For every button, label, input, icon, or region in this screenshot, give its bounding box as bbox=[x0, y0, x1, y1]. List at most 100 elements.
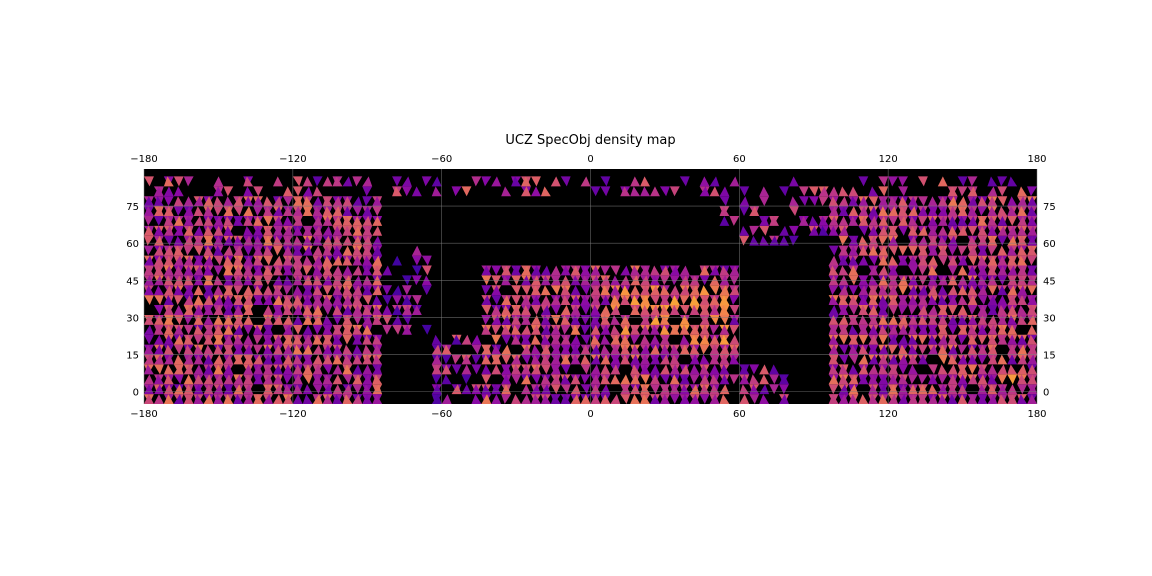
density-cell bbox=[1007, 334, 1018, 345]
density-cell bbox=[362, 255, 373, 266]
density-cell bbox=[540, 285, 551, 296]
density-cell bbox=[243, 216, 254, 226]
density-cell bbox=[263, 225, 273, 236]
density-cell bbox=[431, 394, 442, 404]
density-cell bbox=[203, 394, 214, 404]
density-cell bbox=[203, 285, 214, 296]
density-cell bbox=[838, 206, 849, 216]
density-cell bbox=[868, 285, 879, 296]
density-cell bbox=[540, 354, 551, 365]
density-cell bbox=[322, 324, 333, 335]
density-cell bbox=[431, 364, 442, 375]
density-cell bbox=[362, 225, 373, 236]
density-cell bbox=[1027, 245, 1037, 256]
density-cell bbox=[431, 186, 442, 197]
density-cell bbox=[927, 344, 938, 355]
density-cell bbox=[739, 186, 750, 197]
density-cell bbox=[828, 245, 839, 256]
density-cell bbox=[203, 334, 214, 345]
density-cell bbox=[253, 295, 264, 306]
density-cell bbox=[878, 394, 889, 404]
density-cell bbox=[997, 334, 1008, 345]
density-cell bbox=[511, 354, 522, 365]
density-cell bbox=[977, 334, 988, 345]
density-cell bbox=[382, 265, 393, 276]
density-cell bbox=[431, 344, 442, 355]
density-cell bbox=[372, 265, 383, 276]
density-cell bbox=[808, 225, 819, 236]
density-cell bbox=[997, 265, 1008, 276]
density-cell bbox=[997, 364, 1008, 375]
density-cell bbox=[808, 186, 819, 197]
density-cell bbox=[997, 354, 1008, 365]
density-cell bbox=[749, 206, 760, 216]
density-cell bbox=[729, 305, 740, 315]
density-cell bbox=[987, 354, 998, 365]
density-cell bbox=[144, 225, 154, 236]
density-cell bbox=[600, 176, 611, 187]
density-cell bbox=[917, 334, 928, 345]
density-cell bbox=[193, 206, 204, 216]
density-cell bbox=[927, 225, 938, 236]
density-cell bbox=[233, 344, 244, 355]
density-cell bbox=[987, 225, 998, 236]
density-cell bbox=[243, 324, 254, 335]
density-cell bbox=[392, 314, 402, 325]
density-cell bbox=[530, 354, 541, 365]
density-cell bbox=[272, 176, 283, 187]
density-cell bbox=[312, 384, 323, 395]
density-cell bbox=[312, 374, 323, 385]
density-cell bbox=[223, 245, 234, 256]
density-cell bbox=[203, 245, 214, 256]
density-cell bbox=[421, 176, 432, 187]
grid-lines bbox=[143, 169, 1038, 404]
density-cell bbox=[481, 324, 492, 335]
density-cell bbox=[530, 364, 541, 375]
density-cell bbox=[372, 196, 383, 207]
density-cell bbox=[610, 394, 621, 404]
density-cell bbox=[481, 285, 492, 296]
density-cell bbox=[1017, 394, 1028, 404]
density-cell bbox=[263, 344, 273, 355]
density-cell bbox=[689, 334, 700, 345]
y-tick-label-left: 45 bbox=[126, 276, 139, 287]
density-cell bbox=[888, 285, 899, 296]
density-cell bbox=[213, 176, 224, 187]
density-cell bbox=[630, 176, 641, 187]
density-cell bbox=[461, 374, 472, 385]
density-cell bbox=[342, 206, 353, 216]
density-cell bbox=[213, 354, 224, 365]
density-cell bbox=[650, 265, 660, 276]
density-cell bbox=[878, 245, 889, 256]
density-cell bbox=[679, 314, 690, 325]
density-cell bbox=[451, 354, 462, 365]
density-cell bbox=[868, 196, 879, 207]
density-cell bbox=[650, 295, 660, 306]
density-cell bbox=[729, 285, 740, 296]
density-cell bbox=[878, 314, 889, 325]
density-cell bbox=[848, 245, 859, 256]
density-cell bbox=[302, 186, 313, 197]
density-cell bbox=[1017, 305, 1028, 315]
density-cell bbox=[739, 225, 750, 236]
density-cell bbox=[908, 245, 918, 256]
density-cell bbox=[828, 374, 839, 385]
density-cell bbox=[243, 176, 254, 187]
density-cell bbox=[223, 265, 234, 276]
density-cell bbox=[659, 285, 670, 296]
density-cell bbox=[481, 344, 492, 355]
density-cell bbox=[927, 324, 938, 335]
density-cell bbox=[719, 295, 730, 306]
density-cell bbox=[1007, 225, 1018, 236]
density-cell bbox=[282, 225, 293, 236]
density-cell bbox=[362, 186, 373, 197]
density-cell bbox=[600, 324, 611, 335]
density-cell bbox=[521, 314, 531, 325]
density-cell bbox=[868, 364, 879, 375]
density-cell bbox=[858, 324, 869, 335]
density-cell bbox=[650, 344, 660, 355]
density-cell bbox=[749, 225, 760, 236]
density-cell bbox=[917, 295, 928, 306]
density-cell bbox=[332, 285, 343, 296]
density-cell bbox=[997, 255, 1008, 266]
